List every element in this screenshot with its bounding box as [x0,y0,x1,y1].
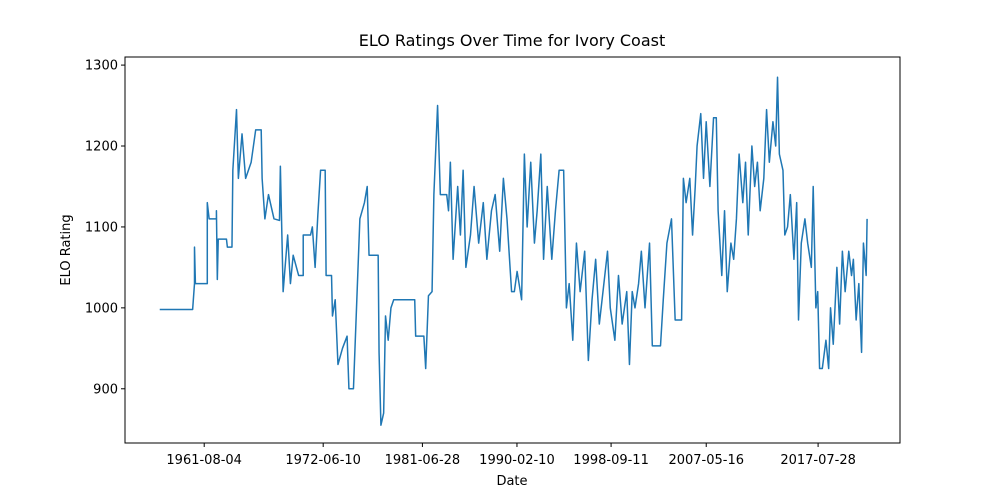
y-tick-label: 1100 [85,220,118,235]
x-tick-label: 1998-09-11 [573,453,649,468]
x-axis-label: Date [496,474,527,489]
axes-frame [124,56,901,444]
x-tick-label: 2007-05-16 [668,453,744,468]
x-tick-label: 1990-02-10 [479,453,555,468]
x-tick-label: 1961-08-04 [166,453,242,468]
x-tick-label: 1972-06-10 [285,453,361,468]
x-tick-label: 1981-06-28 [385,453,461,468]
x-tick-label: 2017-07-28 [780,453,856,468]
y-tick-label: 1200 [85,140,118,155]
chart-title: ELO Ratings Over Time for Ivory Coast [359,31,666,50]
y-tick-label: 900 [93,382,118,397]
y-tick-label: 1000 [85,301,118,316]
data-line [159,76,868,426]
y-axis-label: ELO Rating [59,214,74,285]
y-tick-label: 1300 [85,59,118,74]
